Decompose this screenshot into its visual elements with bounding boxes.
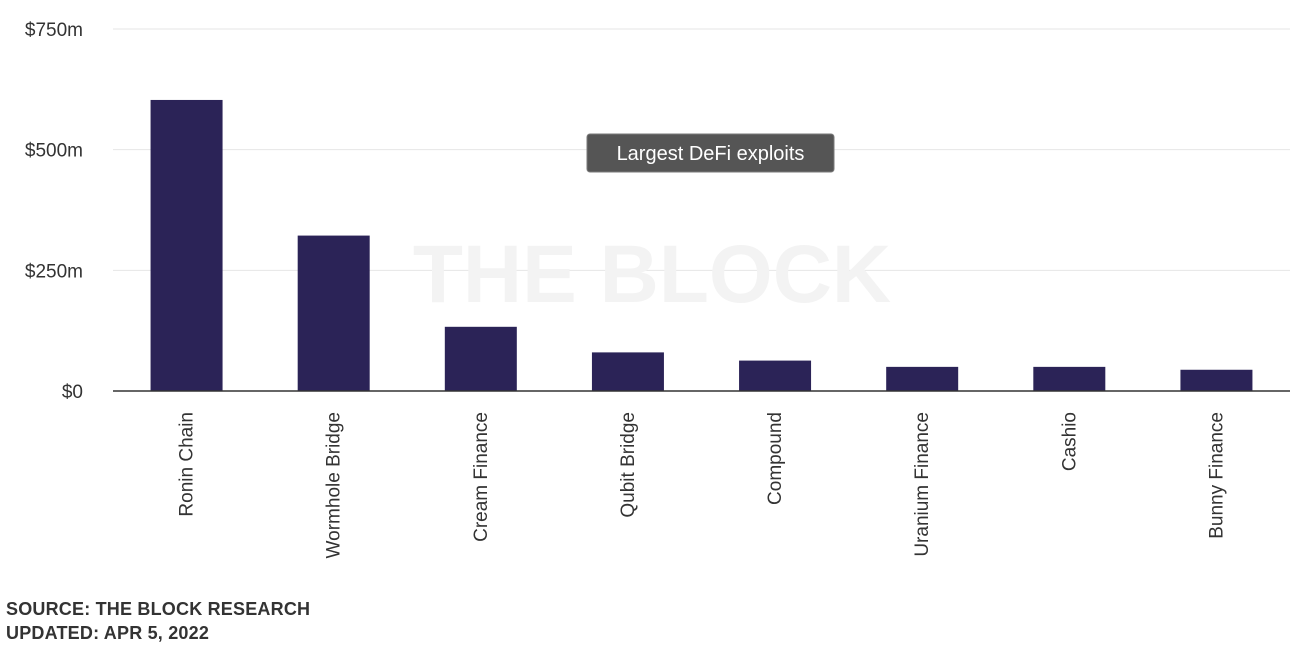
updated-note: UPDATED: APR 5, 2022 [6,623,210,643]
bar[interactable] [444,326,517,391]
bar[interactable] [150,99,223,392]
y-axis-ticks: $0 $250m $500m $750m [25,20,83,403]
y-tick-label: $250m [25,261,83,282]
tooltip-box [586,133,835,173]
watermark: THE BLOCK [413,229,891,320]
x-tick-label: Ronin Chain [177,412,198,517]
x-tick-label: Cream Finance [471,412,492,542]
bar[interactable] [1180,369,1253,391]
tooltip: Largest DeFi exploits [586,133,835,173]
x-tick-label: Qubit Bridge [618,412,639,518]
bar[interactable] [297,235,370,391]
y-tick-label: $0 [62,382,83,403]
bars [150,99,1253,392]
x-tick-label: Cashio [1059,412,1080,471]
x-tick-label: Wormhole Bridge [324,412,345,558]
x-axis-labels: Ronin Chain Wormhole Bridge Cream Finance Q… [177,412,1228,558]
bar[interactable] [1033,366,1106,391]
x-tick-label: Bunny Finance [1206,412,1227,539]
x-tick-label: Compound [765,412,786,505]
bar[interactable] [591,352,664,391]
source-note: SOURCE: THE BLOCK RESEARCH [6,599,311,619]
tooltip-text: Largest DeFi exploits [617,143,805,165]
x-tick-label: Uranium Finance [912,412,933,557]
bar-chart: THE BLOCK $0 $250m $500m $750m Ronin Chain W… [25,20,1290,558]
y-tick-label: $750m [25,20,83,41]
bar[interactable] [886,366,959,391]
y-tick-label: $500m [25,141,83,162]
bar[interactable] [739,360,812,391]
